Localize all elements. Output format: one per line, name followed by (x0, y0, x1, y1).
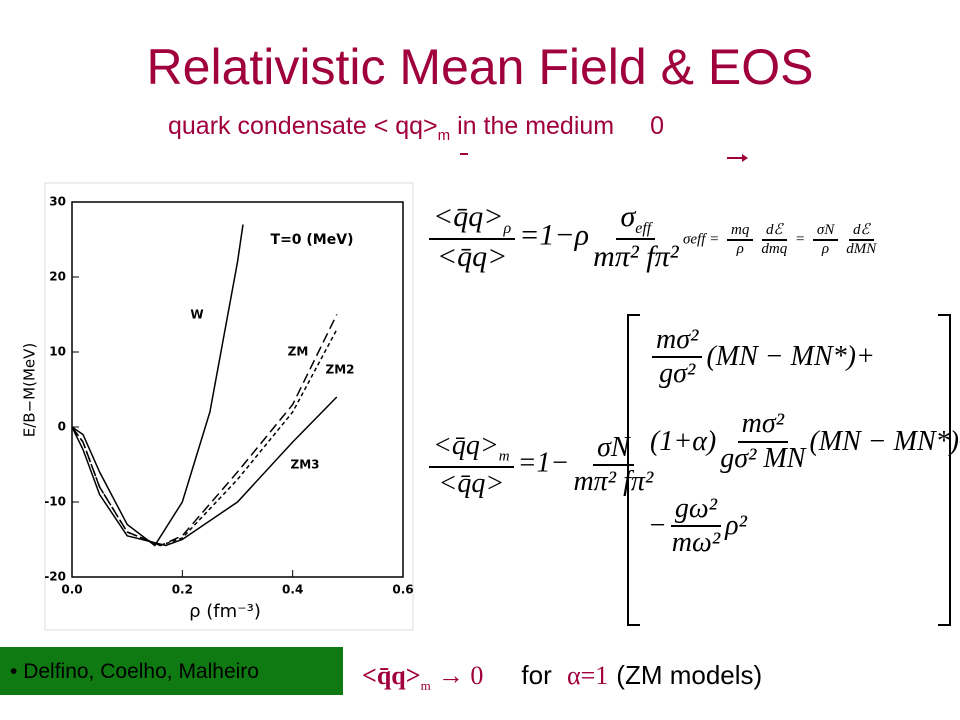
curve (71, 329, 338, 547)
row3-den: mω² (671, 526, 721, 558)
footer-models: (ZM models) (616, 660, 763, 690)
eq1-rhs-sub: eff (635, 220, 652, 237)
y-tick-label: -20 (44, 570, 66, 584)
row1-num: mσ² (652, 324, 703, 359)
row3-num: gω² (670, 493, 722, 527)
y-tick-label: 10 (49, 345, 66, 359)
eq3-lhs-sub: m (498, 448, 510, 465)
arrow-head (742, 154, 748, 162)
eq1-rhs-num: σ (620, 200, 636, 233)
eq1-mid: =1−ρ (519, 218, 590, 252)
equation-2: σeff = mq ρ dℰ dmq = σN ρ dℰ dMN (683, 222, 880, 259)
figure-border (44, 182, 414, 631)
equation-3-lhs: <q̄q>m <q̄q> =1− σN mπ² fπ² (425, 430, 657, 500)
eq2-f2-den: dmq (761, 241, 788, 258)
eq2-f1-den: ρ (736, 241, 744, 258)
eq2-f3-num: σN (812, 222, 839, 242)
left-bracket (627, 314, 640, 626)
right-bracket (938, 314, 951, 626)
row3-tail: ρ² (725, 509, 747, 541)
x-tick-label: 0.4 (282, 583, 303, 597)
footer-condition: α=1 (567, 661, 609, 690)
curve-label: ZM (288, 345, 309, 359)
curve (71, 224, 244, 547)
eq3-mid: =1− (517, 447, 570, 479)
eq2-lhs: σeff = (683, 231, 720, 248)
subtitle-limit: 0 (650, 112, 665, 140)
row2-tail: (MN − MN*)² (809, 425, 960, 457)
citation-text: Delfino, Coelho, Malheiro (23, 660, 259, 683)
row1-den: gσ² (659, 358, 696, 390)
conclusion: <q̄q>m → 0 for α=1 (ZM models) (362, 660, 762, 694)
row2-num: mσ² (737, 408, 789, 443)
row2-head: (1+α) (650, 425, 717, 457)
eq1-lhs-sub: ρ (503, 220, 512, 237)
y-tick-label: -10 (44, 495, 66, 509)
y-axis-label: E/B−M(MeV) (21, 343, 39, 437)
y-tick-label: 20 (49, 270, 66, 284)
eq2-f1-num: mq (727, 222, 754, 242)
eq1-rhs-den: mπ² fπ² (593, 240, 679, 274)
curve-label: W (190, 308, 203, 322)
equation-1: <q̄q>ρ <q̄q> =1−ρ σeff mπ² fπ² (425, 200, 683, 275)
eq3-lhs-num: <q̄q> (433, 430, 499, 461)
eq1-lhs-num: <q̄q> (433, 200, 504, 233)
citation-box (0, 647, 343, 695)
equation-3-bracket: mσ² gσ² (MN − MN*)+ (1+α) mσ² gσ² MN (MN − MN… (648, 320, 960, 563)
subtitle: quark condensate < qq>m in the medium 0 (168, 112, 664, 144)
eq3-rhs-den: mπ² fπ² (573, 466, 654, 498)
footer-sub: m (420, 678, 431, 694)
x-tick-label: 0.0 (61, 583, 82, 597)
curve-label: ZM3 (291, 458, 320, 472)
eq2-f3-den: ρ (821, 241, 830, 258)
eq2-f4-den: dMN (846, 241, 877, 258)
eq2-eq: = (794, 231, 806, 248)
y-tick-label: 30 (49, 195, 66, 209)
row3-head: − (648, 509, 667, 541)
eq2-f2-num: dℰ (761, 222, 787, 242)
annotation: T=0 (MeV) (271, 232, 354, 248)
citation: • Delfino, Coelho, Malheiro (10, 660, 259, 683)
plot-frame (71, 201, 404, 578)
row2-den: gσ² MN (720, 442, 806, 474)
eq3-rhs-num: σN (593, 432, 634, 467)
curve-label: ZM2 (326, 363, 355, 377)
subtitle-rest: in the medium (450, 112, 615, 140)
x-axis-label: ρ (fm⁻³) (189, 601, 261, 622)
curve (71, 396, 338, 547)
subtitle-sub: m (437, 127, 451, 144)
x-tick-label: 0.6 (392, 583, 413, 597)
footer-condensate: <q̄q> (362, 661, 421, 690)
x-tick-label: 0.2 (172, 583, 193, 597)
eq2-f4-num: dℰ (848, 222, 874, 242)
y-tick-label: 0 (58, 420, 66, 434)
footer-limit: → 0 (437, 661, 484, 690)
eq3-lhs-den: <q̄q> (438, 467, 505, 499)
eq1-lhs-den: <q̄q> (436, 240, 508, 274)
footer-for: for (521, 660, 552, 690)
title: Relativistic Mean Field & EOS (146, 39, 814, 95)
subtitle-lead: quark condensate < qq> (168, 112, 438, 140)
row1-tail: (MN − MN*)+ (706, 341, 875, 373)
